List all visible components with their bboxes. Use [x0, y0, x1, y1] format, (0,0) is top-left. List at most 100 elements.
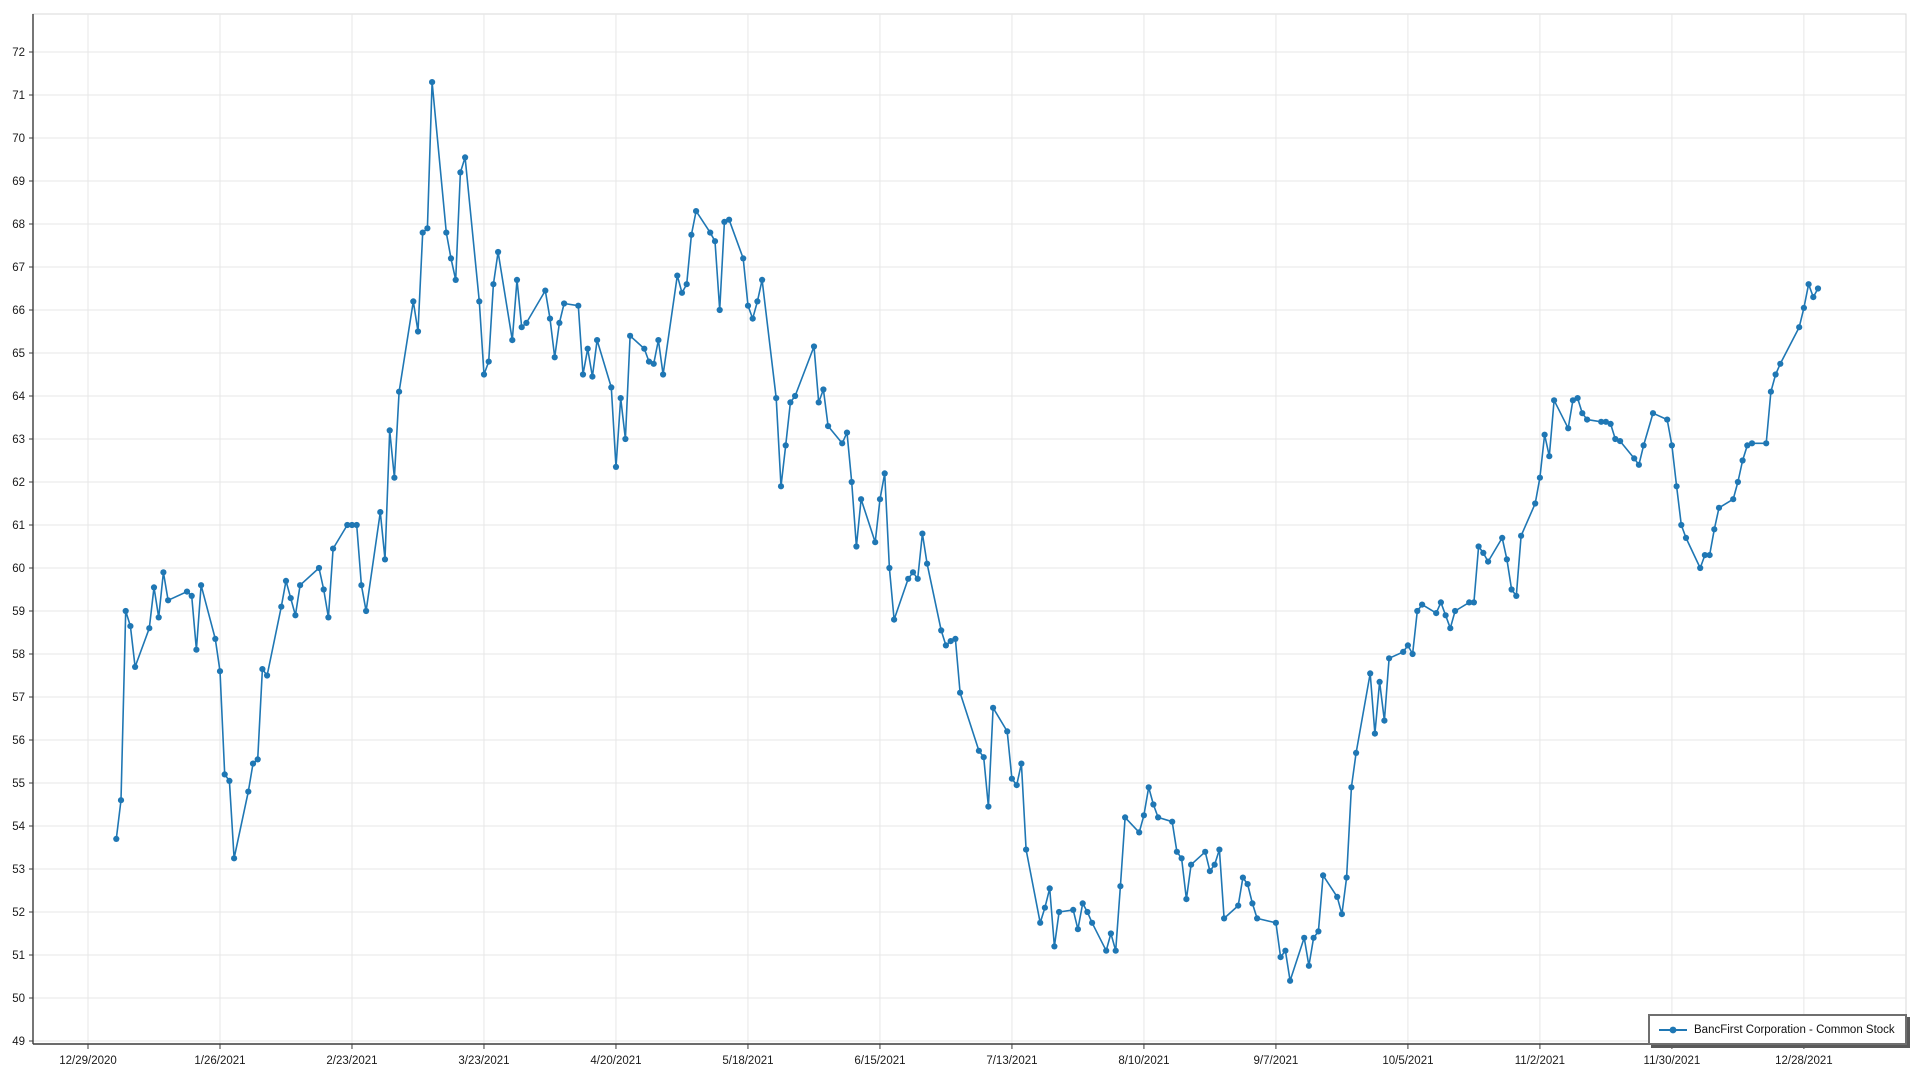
data-point: [674, 272, 681, 279]
data-point: [325, 614, 332, 621]
data-point: [1140, 812, 1147, 819]
data-point: [1272, 919, 1279, 926]
data-point: [1235, 902, 1242, 909]
data-point: [1640, 442, 1647, 449]
data-point: [1376, 678, 1383, 686]
data-point: [1470, 599, 1477, 606]
data-point: [1541, 431, 1548, 438]
data-point: [650, 360, 657, 367]
data-point: [132, 663, 139, 671]
data-point: [353, 521, 360, 529]
data-point: [815, 399, 822, 406]
data-point: [1206, 868, 1213, 875]
data-point: [655, 337, 662, 344]
data-point: [584, 345, 591, 352]
data-point: [212, 635, 219, 643]
data-point: [942, 642, 950, 649]
x-axis-label: 9/7/2021: [1254, 1055, 1299, 1067]
data-point: [386, 427, 393, 434]
x-axis-label: 12/29/2020: [59, 1055, 117, 1067]
data-point: [231, 855, 238, 862]
data-point: [726, 216, 733, 223]
x-axis-label: 1/26/2021: [194, 1055, 245, 1067]
data-point: [594, 337, 601, 344]
data-point: [259, 666, 266, 673]
data-point: [518, 324, 525, 331]
data-point: [1748, 440, 1756, 447]
data-point: [1631, 455, 1638, 462]
x-axis-label: 5/18/2021: [722, 1055, 773, 1067]
y-axis-label: 58: [12, 649, 25, 661]
y-axis-label: 62: [12, 477, 25, 489]
data-point: [1739, 457, 1746, 464]
data-point: [1715, 504, 1723, 511]
data-point: [1682, 534, 1690, 542]
data-point: [1169, 818, 1176, 825]
data-point: [1518, 532, 1525, 539]
y-axis-label: 64: [12, 391, 25, 403]
data-point: [1051, 943, 1058, 950]
data-point: [1371, 730, 1378, 737]
y-axis-label: 70: [12, 133, 25, 145]
data-point: [1023, 846, 1030, 853]
data-point: [150, 584, 158, 591]
data-point: [490, 281, 497, 288]
data-point: [938, 627, 945, 634]
data-point: [1074, 926, 1081, 933]
price-line: [115, 81, 1819, 982]
plot-border: [32, 13, 1907, 1045]
data-point: [1433, 610, 1440, 617]
data-point: [1239, 874, 1246, 881]
data-point: [744, 302, 752, 309]
data-point: [777, 483, 785, 490]
data-point: [1046, 885, 1053, 892]
data-point: [254, 756, 261, 763]
data-point: [457, 169, 464, 176]
data-point: [1103, 947, 1110, 954]
data-point: [315, 564, 323, 572]
data-point: [377, 508, 384, 516]
data-point: [1513, 592, 1520, 600]
data-point: [1579, 410, 1586, 417]
data-point: [787, 399, 794, 406]
data-point: [1485, 558, 1492, 565]
data-point: [1041, 904, 1048, 911]
data-point: [627, 332, 634, 339]
x-axis-label: 10/5/2021: [1382, 1055, 1433, 1067]
data-point: [462, 154, 469, 161]
data-point: [1419, 601, 1426, 608]
y-axis-label: 56: [12, 735, 25, 747]
y-axis-label: 55: [12, 778, 25, 790]
data-point: [1145, 784, 1152, 791]
data-point: [589, 373, 596, 380]
data-point: [1338, 911, 1345, 918]
data-point: [891, 616, 898, 623]
data-point: [1734, 478, 1741, 486]
data-point: [495, 248, 502, 256]
data-point: [1536, 474, 1543, 481]
x-axis-label: 11/30/2021: [1644, 1055, 1701, 1067]
data-point: [264, 672, 271, 679]
data-point: [226, 777, 233, 785]
data-point: [1221, 915, 1228, 922]
y-axis-label: 71: [12, 90, 25, 102]
data-point: [165, 597, 172, 604]
data-point: [1673, 483, 1680, 490]
data-point: [792, 392, 799, 400]
data-point: [1107, 930, 1114, 937]
data-point: [1503, 556, 1510, 563]
data-point: [773, 395, 780, 402]
data-point: [1122, 814, 1129, 821]
data-point: [396, 388, 403, 395]
data-point: [1701, 552, 1708, 559]
data-point: [127, 623, 134, 630]
data-point: [1814, 285, 1822, 292]
data-point: [1772, 371, 1779, 378]
data-point: [1367, 670, 1374, 677]
data-point: [480, 371, 488, 378]
data-point: [645, 358, 653, 365]
data-point: [886, 564, 893, 572]
data-point: [1400, 648, 1407, 656]
data-point: [1315, 928, 1322, 935]
